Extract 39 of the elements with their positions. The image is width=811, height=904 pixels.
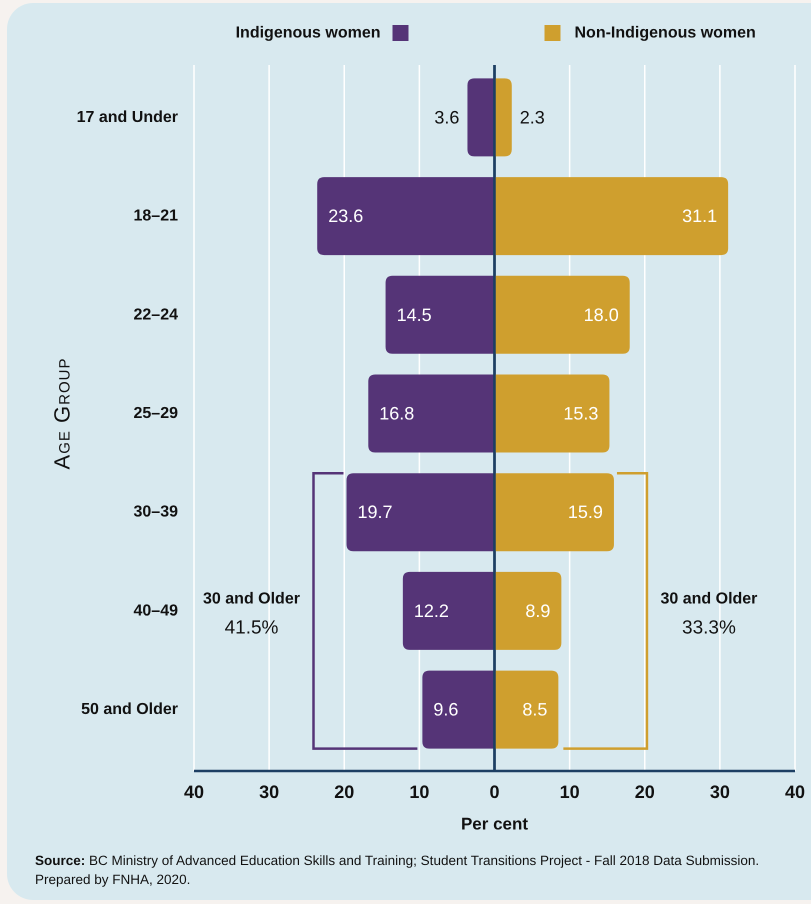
data-label: 16.8 bbox=[379, 404, 414, 424]
legend-label: Indigenous women bbox=[236, 24, 380, 42]
data-label: 2.3 bbox=[520, 107, 545, 128]
x-tick-label: 20 bbox=[634, 782, 655, 802]
source-note: Source: BC Ministry of Advanced Education Skills and Training; Student Transitions Project - Fall 2018 Data Submission. Prepared by FNHA, 2020. bbox=[35, 853, 760, 887]
x-tick-label: 10 bbox=[560, 782, 580, 802]
y-tick-label: 18–21 bbox=[134, 208, 178, 225]
annotation: 41.5% bbox=[224, 617, 279, 638]
data-label: 8.5 bbox=[522, 700, 548, 720]
y-axis-title: Age Group bbox=[50, 358, 74, 470]
x-tick-label: 40 bbox=[784, 782, 806, 802]
annotation: 30 and Older bbox=[660, 590, 758, 608]
y-tick-label: 22–24 bbox=[134, 306, 178, 324]
data-label: 8.9 bbox=[525, 600, 550, 621]
x-axis-title: Per cent bbox=[460, 814, 528, 834]
data-label: 18.0 bbox=[584, 304, 619, 325]
legend-label: Non-Indigenous women bbox=[574, 24, 756, 42]
x-tick-label: 40 bbox=[184, 782, 204, 802]
y-tick-label: 17 and Under bbox=[76, 108, 178, 126]
data-label: 15.3 bbox=[563, 404, 598, 424]
x-tick-label: 30 bbox=[710, 782, 730, 802]
data-label: 19.7 bbox=[358, 502, 393, 522]
data-label: 31.1 bbox=[682, 206, 718, 226]
x-tick-label: 0 bbox=[489, 782, 500, 802]
data-label: 14.5 bbox=[396, 304, 432, 325]
x-tick-label: 20 bbox=[334, 782, 354, 802]
data-label: 12.2 bbox=[414, 600, 449, 621]
annotation: 30 and Older bbox=[203, 590, 300, 608]
data-label: 9.6 bbox=[433, 700, 458, 720]
data-label: 3.6 bbox=[434, 107, 460, 128]
x-tick-label: 30 bbox=[259, 782, 280, 802]
y-tick-label: 30–39 bbox=[134, 504, 178, 521]
x-tick-label: 10 bbox=[409, 782, 430, 802]
y-tick-label: 40–49 bbox=[134, 602, 178, 620]
y-tick-label: 25–29 bbox=[134, 405, 178, 422]
annotation: 33.3% bbox=[682, 617, 736, 638]
data-label: 23.6 bbox=[328, 206, 364, 226]
y-tick-label: 50 and Older bbox=[81, 701, 178, 718]
data-label: 15.9 bbox=[568, 502, 603, 522]
